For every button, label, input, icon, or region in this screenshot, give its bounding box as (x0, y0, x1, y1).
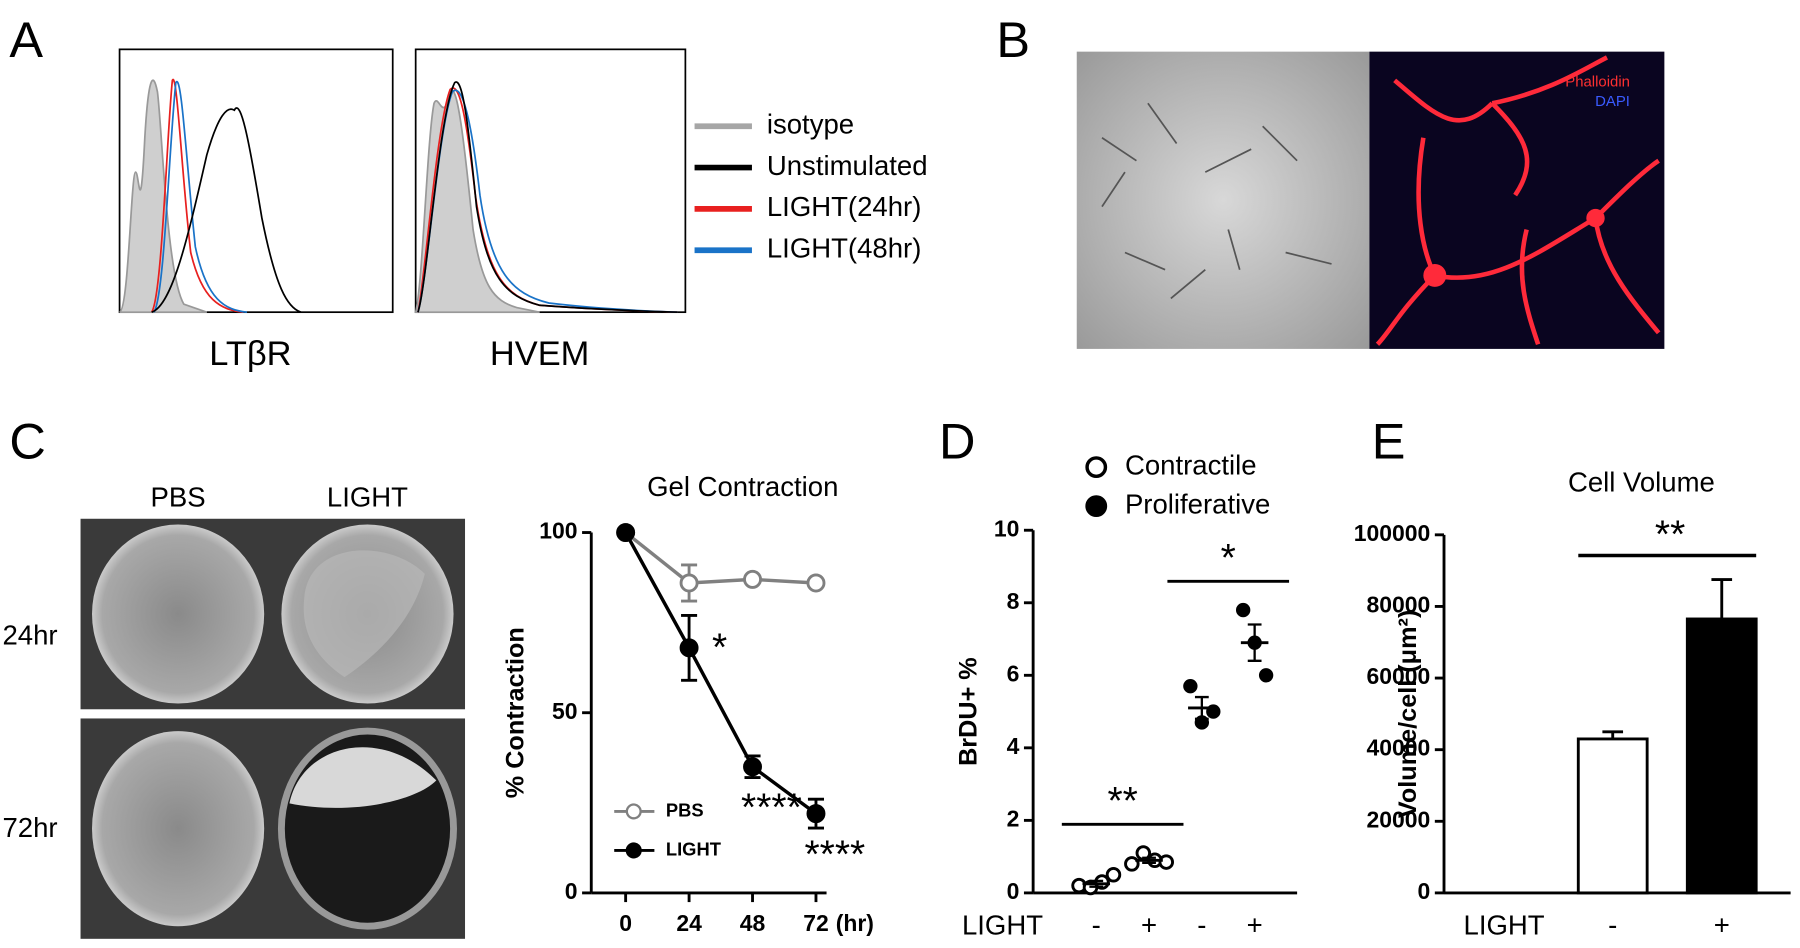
y-tick-label: 40000 (1366, 735, 1430, 761)
x-tick-label: - (1197, 910, 1206, 941)
stain-label: DAPI (1595, 93, 1630, 110)
bar (1685, 617, 1758, 895)
axis-label: LTβR (209, 335, 291, 373)
x-tick-label: 24 (676, 910, 702, 936)
row-label: 72hr (2, 812, 57, 843)
x-axis-label: LIGHT (1464, 910, 1545, 941)
stain-label: Phalloidin (1565, 74, 1630, 91)
point (616, 523, 636, 543)
point (806, 573, 826, 593)
y-tick-label: 0 (1007, 878, 1020, 904)
point (806, 804, 826, 824)
legend-marker (625, 842, 642, 859)
panel-label: B (996, 11, 1030, 68)
y-axis-label: % Contraction (501, 627, 529, 798)
legend-label: LIGHT(24hr) (767, 191, 922, 222)
y-axis-label: Volume/cell (μm²) (1394, 610, 1422, 818)
y-tick-label: 6 (1007, 660, 1020, 686)
point (1105, 867, 1122, 883)
y-tick-label: 60000 (1366, 663, 1430, 689)
y-tick-label: 10 (994, 515, 1020, 541)
y-axis-label: BrDU+ % (955, 657, 983, 766)
point (1183, 679, 1198, 694)
legend-label: isotype (767, 109, 854, 140)
point (1158, 854, 1175, 870)
chart-title: Cell Volume (1568, 467, 1715, 498)
legend-marker (1085, 495, 1108, 518)
point (1258, 668, 1274, 683)
error-bar (1711, 578, 1733, 619)
axis-label: HVEM (490, 335, 589, 373)
series-line (624, 531, 817, 816)
legend-marker (625, 803, 642, 820)
point (743, 569, 762, 589)
point (679, 638, 699, 658)
significance: **** (741, 787, 802, 830)
y-tick-label: 0 (1417, 878, 1430, 904)
x-tick-label: - (1092, 910, 1101, 941)
legend-label: LIGHT (666, 838, 722, 859)
panel-label: C (9, 413, 45, 470)
x-axis-label: LIGHT (962, 910, 1043, 941)
error-bar (1089, 879, 1104, 888)
series-line (624, 531, 817, 585)
y-tick-label: 8 (1007, 588, 1020, 614)
panel-label: A (9, 11, 43, 68)
chart-title: Gel Contraction (647, 471, 838, 502)
y-tick-label: 100 (539, 518, 577, 544)
y-tick-label: 20000 (1366, 806, 1430, 832)
panel-label: E (1372, 413, 1406, 470)
point (1235, 602, 1251, 618)
gel-photo (80, 518, 466, 939)
y-tick-label: 0 (565, 878, 578, 904)
point (1124, 856, 1140, 872)
x-tick-label: + (1714, 910, 1730, 941)
histogram-panel (118, 48, 687, 314)
panel-label: D (939, 413, 975, 470)
error-bar (1247, 623, 1262, 662)
y-tick-label: 50 (552, 698, 578, 724)
legend-label: Proliferative (1125, 488, 1270, 519)
x-tick-label: 72 (803, 910, 829, 936)
legend-label: Contractile (1125, 449, 1257, 480)
significance: * (1221, 537, 1236, 580)
x-tick-label: 0 (619, 910, 632, 936)
y-tick-label: 2 (1007, 805, 1020, 831)
bar (1576, 737, 1649, 895)
x-unit-label: (hr) (836, 910, 874, 936)
point (679, 573, 699, 593)
legend-label: LIGHT(48hr) (767, 232, 922, 263)
legend-label: Unstimulated (767, 150, 928, 181)
significance: ** (1655, 513, 1685, 556)
y-tick-label: 80000 (1366, 592, 1430, 618)
x-tick-label: 48 (740, 910, 766, 936)
legend-marker (1085, 456, 1108, 479)
error-bar (1142, 856, 1156, 864)
significance: ** (1107, 780, 1137, 823)
y-tick-label: 100000 (1354, 520, 1431, 546)
x-tick-label: + (1141, 910, 1157, 941)
microscopy-image (1076, 51, 1665, 349)
x-tick-label: - (1608, 910, 1617, 941)
error-bar (1194, 695, 1209, 720)
point (743, 757, 762, 777)
y-tick-label: 4 (1007, 733, 1020, 759)
significance: **** (804, 834, 865, 877)
x-tick-label: + (1247, 910, 1263, 941)
significance: * (712, 626, 727, 669)
legend-label: PBS (666, 799, 704, 820)
row-label: 24hr (2, 619, 57, 650)
column-label: LIGHT (327, 482, 408, 513)
column-label: PBS (151, 482, 206, 513)
